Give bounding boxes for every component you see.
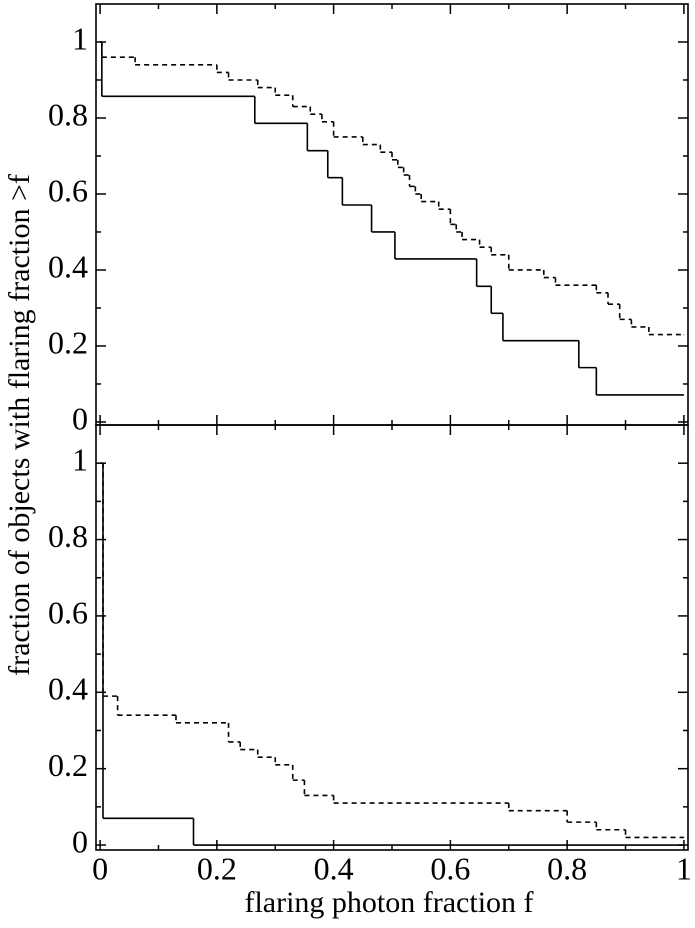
x-tick-label: 1 [676,850,692,886]
x-tick-label: 0.6 [430,850,470,886]
x-tick-label: 0.8 [547,850,587,886]
y-axis-label: fraction of objects with flaring fractio… [3,174,36,676]
x-tick-label: 0.2 [197,850,237,886]
y-tick-label: 0.8 [48,96,88,132]
y-tick-label: 0.2 [48,324,88,360]
x-tick-label: 0 [92,850,108,886]
plot-frame [95,3,689,426]
y-tick-label: 0.8 [48,518,88,554]
y-tick-label: 0.6 [48,172,88,208]
y-tick-label: 0.4 [48,671,88,707]
x-axis-label: flaring photon fraction f [244,886,533,919]
y-tick-label: 1 [72,442,88,478]
y-tick-label: 0 [72,823,88,859]
x-tick-label: 0.4 [314,850,354,886]
y-tick-label: 0.6 [48,594,88,630]
y-tick-label: 0 [72,400,88,436]
y-tick-label: 0.2 [48,747,88,783]
plot-frame [95,424,689,851]
y-tick-label: 0.4 [48,248,88,284]
y-tick-label: 1 [72,20,88,56]
